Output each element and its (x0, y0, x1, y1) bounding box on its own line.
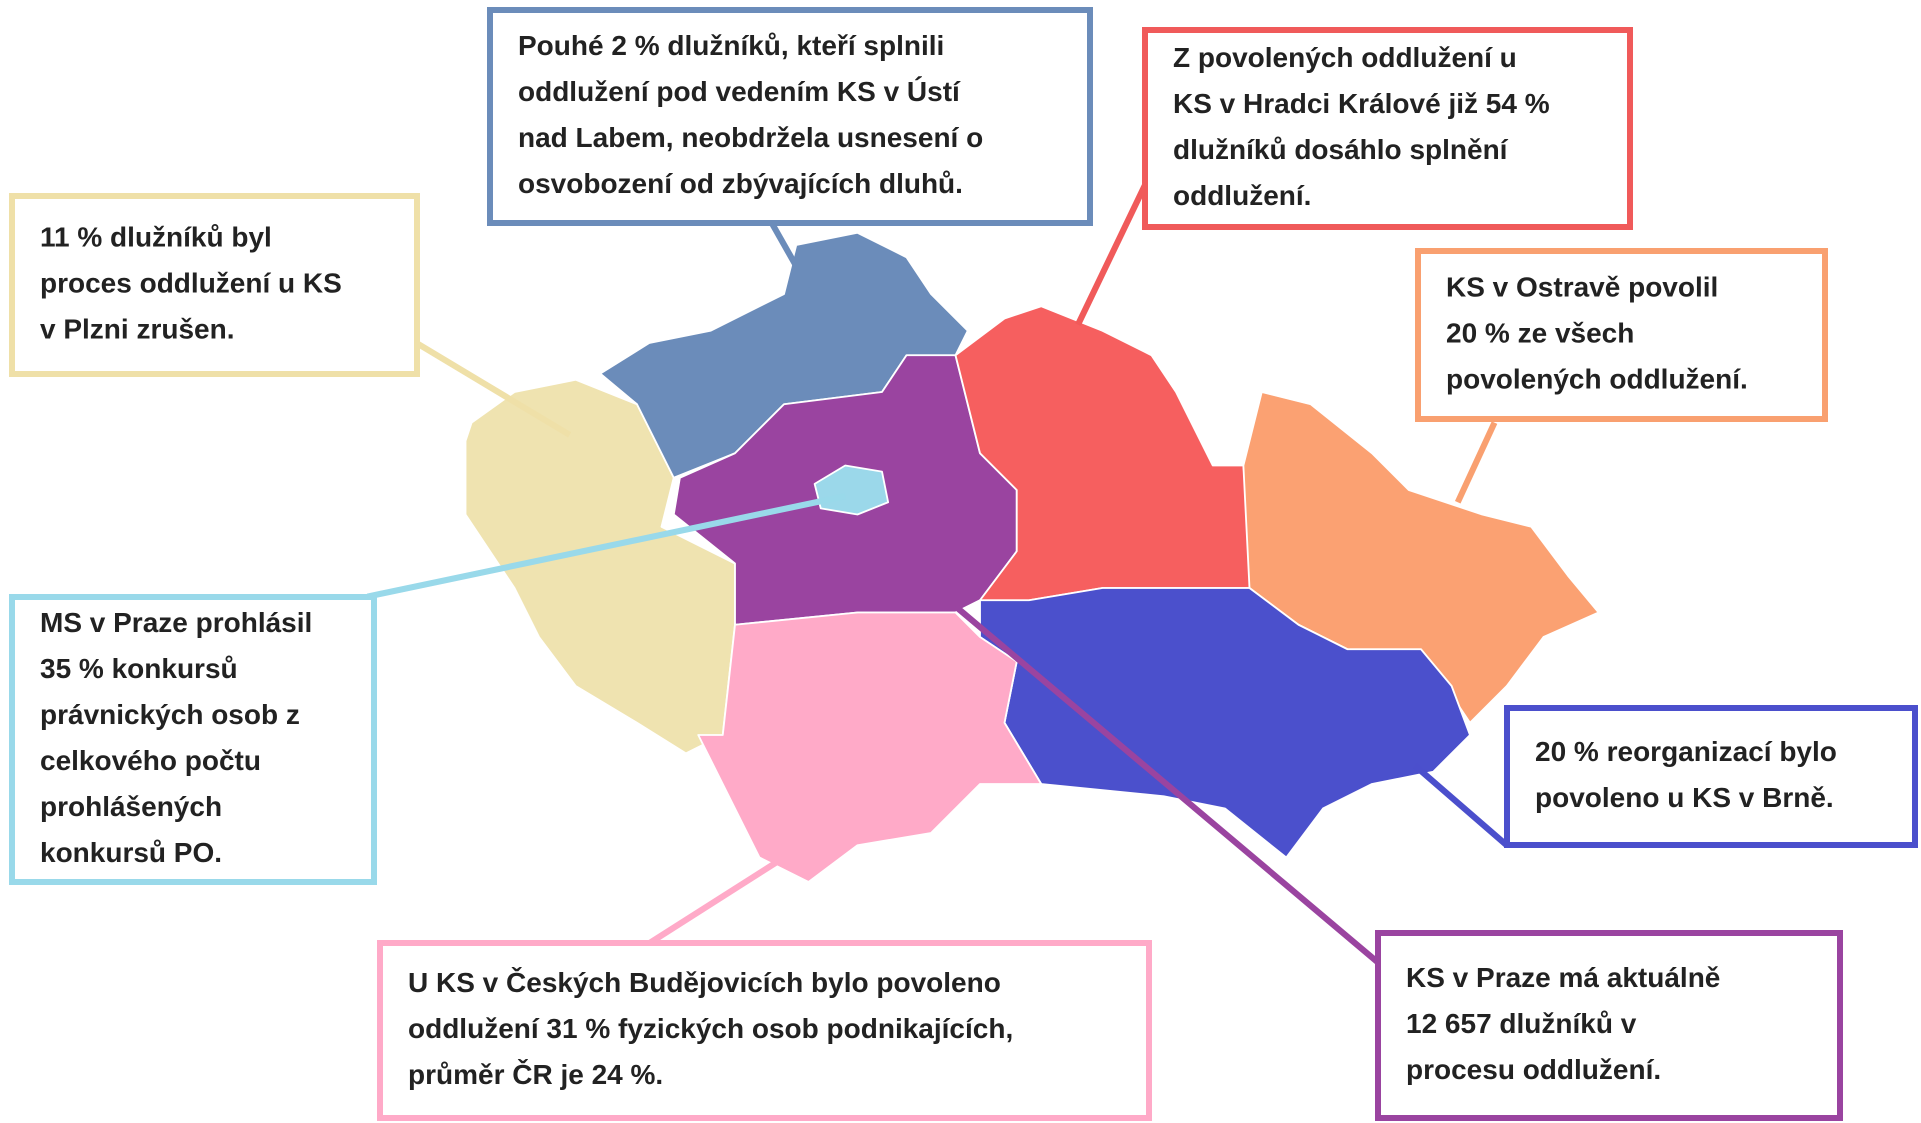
callout-text: 20 % ze všech (1446, 317, 1634, 348)
callout-box (377, 940, 1152, 1121)
callout-box (9, 193, 420, 377)
callout-box (1375, 930, 1843, 1121)
connector (414, 340, 572, 438)
callout-box (1415, 248, 1828, 422)
callout-text: dlužníků dosáhlo splnění (1173, 134, 1509, 165)
callout-text: 20 % reorganizací bylo (1535, 736, 1837, 767)
callout-text: povoleno u KS v Brně. (1535, 782, 1834, 813)
connector (953, 604, 1387, 971)
callout: Z povolených oddlužení u KS v Hradci Král… (1142, 27, 1633, 230)
callout: U KS v Českých Budějovicích bylo povolen… (377, 940, 1152, 1121)
callout: Pouhé 2 % dlužníků, kteří splnili oddluže… (487, 7, 1093, 226)
callout: 11 % dlužníků byl proces oddlužení u KS v … (9, 193, 420, 377)
callout-text: oddlužení pod vedením KS v Ústí (518, 76, 961, 107)
callout-box (9, 594, 377, 885)
callouts: Pouhé 2 % dlužníků, kteří splnili oddluže… (9, 7, 1918, 1121)
callout-text: KS v Ostravě povolil (1446, 271, 1718, 302)
callout-text: právnických osob z (40, 699, 300, 730)
callout-text: procesu oddlužení. (1406, 1054, 1661, 1085)
callout-text: 12 657 dlužníků v (1406, 1008, 1637, 1039)
callout-text: MS v Praze prohlásil (40, 607, 312, 638)
callout-box (1504, 705, 1918, 848)
callout-text: oddlužení 31 % fyzických osob podnikajíc… (408, 1013, 1013, 1044)
callout-text: průměr ČR je 24 %. (408, 1058, 663, 1090)
callout-text: Pouhé 2 % dlužníků, kteří splnili (518, 30, 944, 61)
connector (769, 221, 812, 290)
callout-text: U KS v Českých Budějovicích bylo povolen… (408, 966, 1001, 998)
callout-box (487, 7, 1093, 226)
callout-box (1142, 27, 1633, 230)
callout-text: Z povolených oddlužení u (1173, 42, 1517, 73)
callout-text: celkového počtu (40, 745, 261, 776)
connector (366, 493, 846, 600)
connector (647, 854, 786, 946)
callout-text: prohlášených (40, 791, 222, 822)
callout-text: KS v Praze má aktuálně (1406, 962, 1720, 993)
connector (1454, 421, 1498, 504)
callout-text: v Plzni zrušen. (40, 313, 235, 344)
callout: MS v Praze prohlásil 35 % konkursů právnic… (9, 594, 377, 885)
region-budejovice (697, 611, 1043, 883)
map (366, 170, 1600, 971)
callout-text: povolených oddlužení. (1446, 363, 1748, 394)
connector (1075, 170, 1155, 326)
callout-text: 35 % konkursů (40, 653, 238, 684)
callout-text: 11 % dlužníků byl (40, 221, 272, 252)
callout: KS v Ostravě povolil 20 % ze všech povolen… (1415, 248, 1828, 422)
connector (1412, 763, 1509, 848)
region-praha (813, 464, 890, 516)
callout-text: konkursů PO. (40, 837, 222, 868)
callout-text: oddlužení. (1173, 180, 1311, 211)
callout-text: KS v Hradci Králové již 54 % (1173, 88, 1550, 119)
callout-text: proces oddlužení u KS (40, 267, 342, 298)
callout-text: osvobození od zbývajících dluhů. (518, 168, 963, 199)
callout: 20 % reorganizací bylo povoleno u KS v Br… (1504, 705, 1918, 848)
callout: KS v Praze má aktuálně 12 657 dlužníků v p… (1375, 930, 1843, 1121)
callout-text: nad Labem, neobdržela usnesení o (518, 122, 983, 153)
